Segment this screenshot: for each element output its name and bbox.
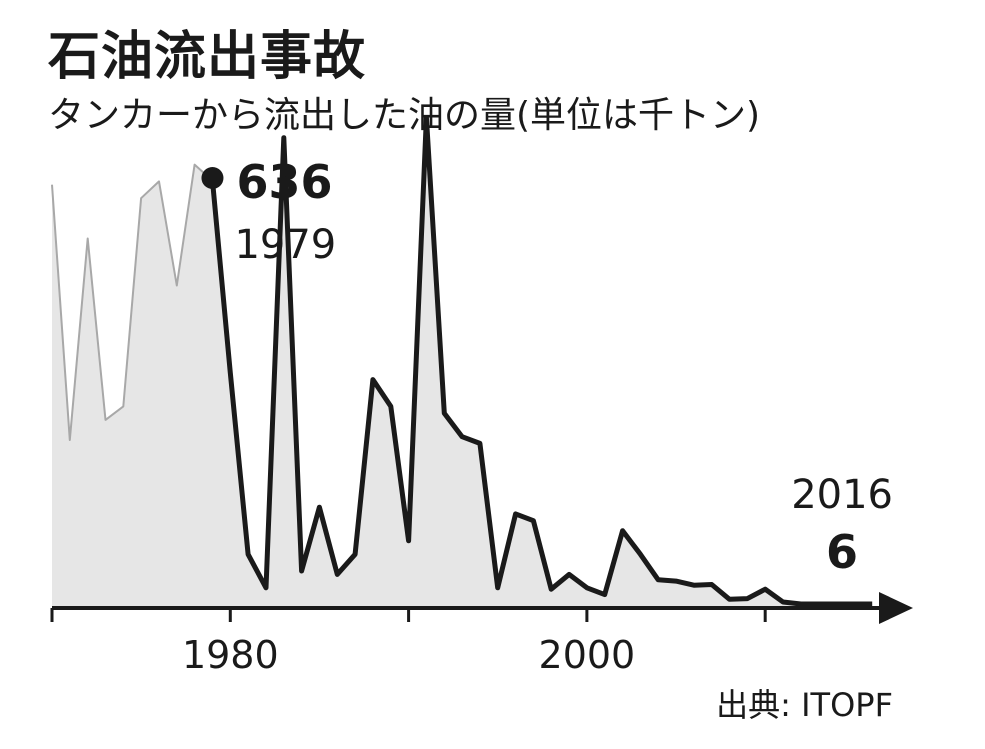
end-value-label: 6: [826, 525, 858, 579]
chart-subtitle: タンカーから流出した油の量(単位は千トン): [48, 95, 761, 136]
x-tick-label-2000: 2000: [539, 633, 636, 677]
end-year-label: 2016: [791, 472, 893, 518]
x-tick-label-1980: 1980: [182, 633, 279, 677]
peak-marker: [201, 167, 224, 189]
source-note: 出典: ITOPF: [716, 686, 893, 724]
peak-value-label: 636: [236, 155, 332, 209]
pre-1979-line: [51, 163, 214, 441]
post-1979-area: [212, 117, 873, 608]
pre-1979-area: [52, 164, 213, 608]
chart-title: 石油流出事故: [48, 27, 367, 87]
post-1979-line: [210, 115, 873, 607]
x-ticks: 1980 2000: [50, 608, 767, 677]
peak-year-label: 1979: [234, 222, 336, 268]
x-axis-arrowhead: [879, 592, 913, 624]
